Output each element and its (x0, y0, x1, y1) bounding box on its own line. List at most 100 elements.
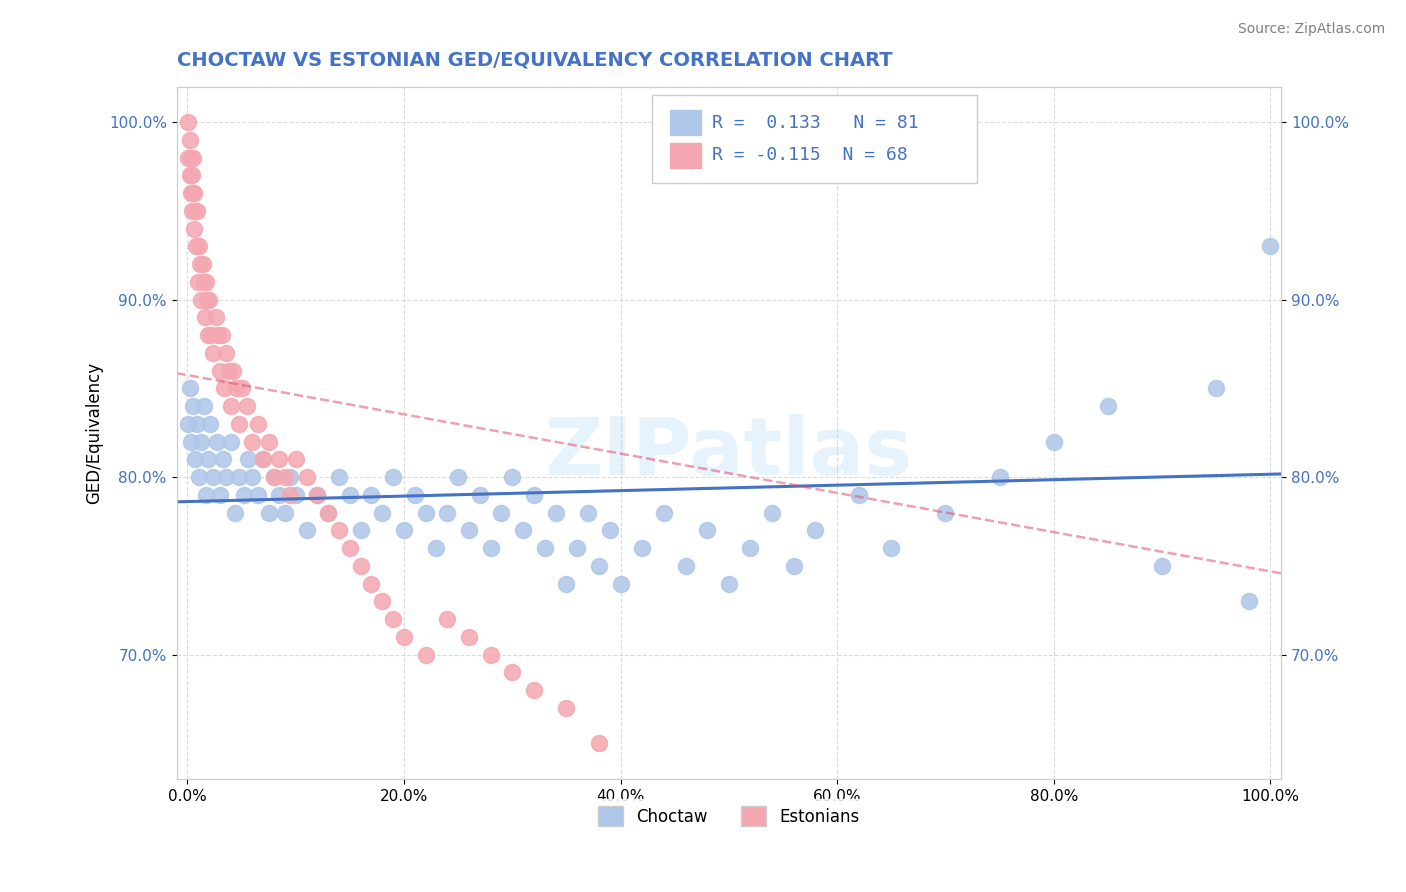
Point (436, 612, 458, 626)
Point (328, 470, 350, 484)
FancyBboxPatch shape (671, 110, 702, 135)
Point (588, 736, 610, 750)
Point (193, 399, 215, 413)
Point (204, 310, 226, 325)
Point (544, 506, 567, 520)
Point (382, 470, 405, 484)
Point (188, 470, 211, 484)
Point (761, 506, 783, 520)
Point (278, 470, 301, 484)
Point (371, 594, 394, 608)
Point (197, 328, 219, 343)
Point (804, 524, 827, 538)
Point (180, 434, 202, 449)
Point (501, 665, 523, 680)
Point (284, 488, 307, 502)
Point (567, 541, 589, 555)
Point (246, 417, 269, 431)
Point (404, 488, 426, 502)
FancyBboxPatch shape (651, 95, 977, 184)
Point (1150, 558, 1173, 573)
Point (242, 434, 264, 449)
Point (242, 470, 264, 484)
Point (339, 541, 361, 555)
Point (284, 452, 307, 467)
Point (555, 701, 578, 715)
Point (436, 506, 458, 520)
Text: R = -0.115  N = 68: R = -0.115 N = 68 (713, 146, 908, 164)
Point (468, 488, 491, 502)
Point (181, 399, 204, 413)
Text: R =  0.133   N = 81: R = 0.133 N = 81 (713, 113, 920, 131)
Point (183, 186, 205, 200)
Point (215, 346, 238, 360)
Point (236, 452, 259, 467)
Point (207, 328, 229, 343)
Point (200, 328, 222, 343)
Point (274, 470, 297, 484)
Point (228, 470, 250, 484)
Point (880, 541, 903, 555)
Point (257, 434, 280, 449)
Point (278, 488, 301, 502)
Point (479, 648, 502, 662)
Point (501, 470, 523, 484)
Point (588, 558, 610, 573)
Point (371, 506, 394, 520)
Point (1205, 381, 1227, 395)
Point (188, 239, 211, 253)
Point (195, 293, 218, 307)
Point (307, 488, 329, 502)
Point (228, 417, 250, 431)
Point (208, 488, 231, 502)
Point (696, 524, 718, 538)
Point (190, 293, 212, 307)
Point (179, 169, 201, 183)
Point (576, 506, 599, 520)
Point (1237, 594, 1260, 608)
Point (269, 452, 291, 467)
Point (425, 541, 447, 555)
Point (184, 452, 207, 467)
Point (198, 293, 221, 307)
Point (232, 488, 254, 502)
Point (215, 470, 238, 484)
Point (307, 488, 329, 502)
Point (316, 506, 339, 520)
Point (177, 417, 200, 431)
Point (740, 541, 762, 555)
Point (1258, 239, 1281, 253)
Point (212, 452, 235, 467)
Point (512, 524, 534, 538)
Point (274, 506, 297, 520)
Point (194, 488, 217, 502)
Point (198, 417, 221, 431)
Point (360, 576, 382, 591)
Text: CHOCTAW VS ESTONIAN GED/EQUIVALENCY CORRELATION CHART: CHOCTAW VS ESTONIAN GED/EQUIVALENCY CORR… (177, 51, 893, 70)
Point (184, 239, 207, 253)
Point (194, 310, 217, 325)
Point (360, 488, 382, 502)
Point (181, 186, 204, 200)
Point (197, 452, 219, 467)
Point (179, 133, 201, 147)
Point (328, 524, 350, 538)
Point (246, 488, 269, 502)
Point (316, 506, 339, 520)
Point (675, 558, 697, 573)
Point (263, 470, 285, 484)
Point (252, 452, 274, 467)
Point (202, 470, 225, 484)
Point (222, 363, 245, 377)
Point (415, 648, 437, 662)
Point (458, 524, 481, 538)
Point (186, 203, 208, 218)
Point (295, 524, 318, 538)
Point (180, 203, 202, 218)
Point (447, 470, 470, 484)
Point (180, 186, 202, 200)
Point (179, 381, 201, 395)
Point (224, 506, 246, 520)
Point (180, 169, 202, 183)
Point (193, 275, 215, 289)
